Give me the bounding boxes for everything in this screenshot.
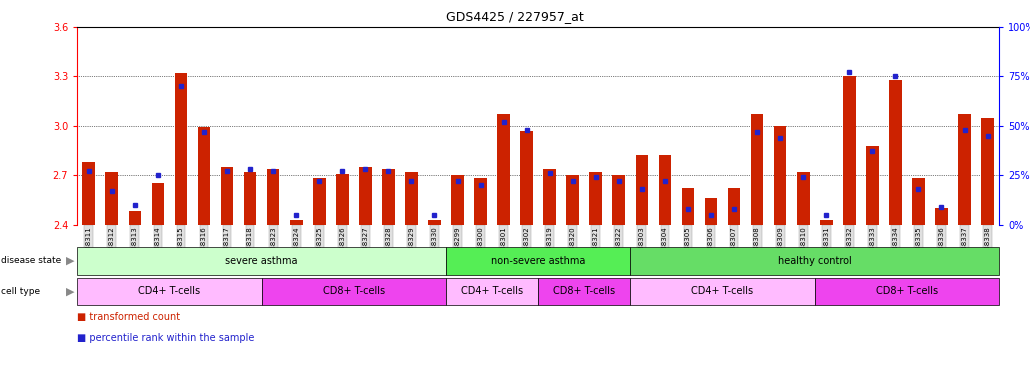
Bar (636, 156, 648, 225)
Bar (497, 114, 510, 225)
Text: disease state: disease state (1, 256, 61, 265)
Bar (544, 169, 556, 225)
Bar (958, 114, 971, 225)
Bar (129, 212, 141, 225)
Bar (774, 126, 787, 225)
Bar (658, 156, 672, 225)
Bar (843, 76, 856, 225)
Bar (289, 220, 303, 225)
Bar (797, 172, 810, 225)
Bar (244, 172, 256, 225)
Text: CD8+ T-cells: CD8+ T-cells (322, 286, 385, 296)
Text: non-severe asthma: non-severe asthma (491, 256, 585, 266)
Text: ■ transformed count: ■ transformed count (77, 312, 180, 322)
Bar (935, 208, 948, 225)
Bar (313, 179, 325, 225)
Bar (613, 175, 625, 225)
Bar (175, 73, 187, 225)
Bar (382, 169, 394, 225)
Text: healthy control: healthy control (778, 256, 852, 266)
Bar (889, 79, 901, 225)
Bar (474, 179, 487, 225)
Text: ▶: ▶ (66, 256, 74, 266)
Text: CD8+ T-cells: CD8+ T-cells (876, 286, 938, 296)
Text: CD4+ T-cells: CD4+ T-cells (138, 286, 201, 296)
Bar (913, 179, 925, 225)
Bar (751, 114, 763, 225)
Bar (151, 184, 164, 225)
Text: CD4+ T-cells: CD4+ T-cells (691, 286, 754, 296)
Bar (267, 169, 279, 225)
Bar (359, 167, 372, 225)
Bar (820, 220, 832, 225)
Text: GDS4425 / 227957_at: GDS4425 / 227957_at (446, 10, 584, 23)
Bar (520, 131, 533, 225)
Bar (105, 172, 118, 225)
Text: severe asthma: severe asthma (226, 256, 298, 266)
Bar (866, 146, 879, 225)
Bar (728, 189, 741, 225)
Text: cell type: cell type (1, 287, 40, 296)
Bar (589, 172, 603, 225)
Text: CD8+ T-cells: CD8+ T-cells (553, 286, 615, 296)
Bar (566, 175, 579, 225)
Bar (198, 127, 210, 225)
Bar (682, 189, 694, 225)
Text: ■ percentile rank within the sample: ■ percentile rank within the sample (77, 333, 254, 343)
Bar (336, 174, 348, 225)
Text: ▶: ▶ (66, 286, 74, 296)
Bar (982, 118, 994, 225)
Text: CD4+ T-cells: CD4+ T-cells (461, 286, 523, 296)
Bar (428, 220, 441, 225)
Bar (451, 175, 464, 225)
Bar (705, 198, 717, 225)
Bar (405, 172, 418, 225)
Bar (82, 162, 95, 225)
Bar (220, 167, 234, 225)
